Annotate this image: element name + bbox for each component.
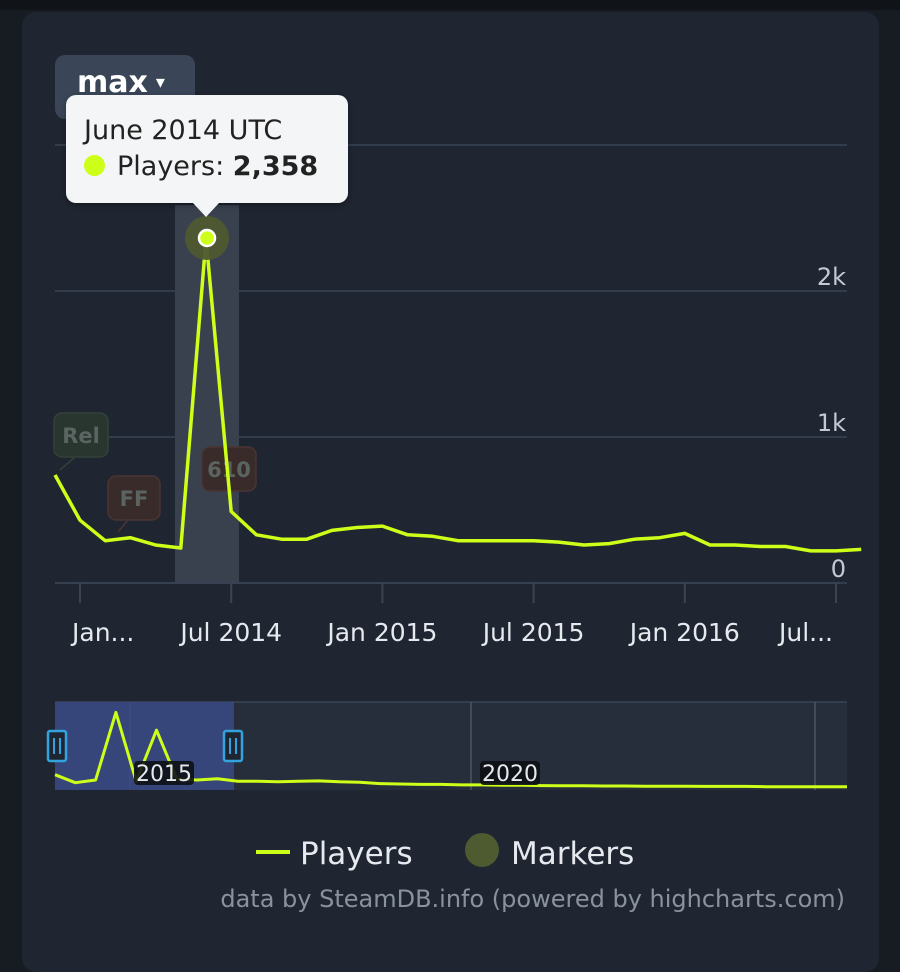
navigator-handle-right[interactable] [222,729,244,763]
legend-item-players[interactable]: Players [256,836,413,872]
tooltip-row: Players: 2,358 [84,151,318,182]
marker-label: Rel [62,424,100,448]
tooltip-date: June 2014 UTC [84,115,283,146]
navigator-label: 2015 [136,762,192,787]
handle-body [46,729,68,763]
marker-tail [117,519,129,533]
tooltip-series-label: Players: [117,151,225,182]
grid-lines [55,144,847,584]
navigator-label-bg [480,761,540,785]
legend-label: Markers [511,836,634,872]
series-line-players [53,236,862,553]
y-tick-label: 0 [831,555,846,583]
x-tick-label: Jan 2016 [628,618,740,647]
series-dot-icon [84,155,105,176]
navigator[interactable]: 2015 2020 [46,701,847,790]
marker-tail [59,456,76,471]
tooltip-pointer [193,203,219,217]
navigator-label: 2020 [482,762,538,787]
y-tick-label: 2k [817,263,846,291]
handle-body [222,729,244,763]
legend: Players Markers [256,833,634,872]
y-tick-label: 1k [817,409,846,437]
tooltip-value: 2,358 [232,151,319,182]
range-selector-label: max [77,65,148,100]
chart-credit[interactable]: data by SteamDB.info (powered by highcha… [220,885,845,913]
chevron-down-icon: ▾ [155,72,165,93]
x-tick-label: Jan... [70,618,134,647]
tooltip: June 2014 UTC Players: 2,358 [66,95,348,203]
y-axis: 0 1k 2k [817,263,846,583]
marker-flag-FF [107,475,161,521]
legend-swatch-dot [465,833,499,867]
x-tick-label: Jan 2015 [325,618,437,647]
x-tick-label: Jul 2015 [481,618,585,647]
x-axis: Jan... Jul 2014 Jan 2015 Jul 2015 Jan 2016 Ju… [55,582,840,647]
x-tick-label: Jul... [777,618,833,647]
highlight-point [197,228,217,248]
x-tick-label: Jul 2014 [178,618,282,647]
marker-flag-Rel [53,412,109,458]
navigator-handle-left[interactable] [46,729,68,763]
navigator-label-bg [134,761,194,785]
players-series [53,216,862,553]
marker-label: FF [120,487,149,511]
legend-label: Players [300,836,413,872]
legend-item-markers[interactable]: Markers [465,833,634,872]
window-top-edge [0,0,900,10]
